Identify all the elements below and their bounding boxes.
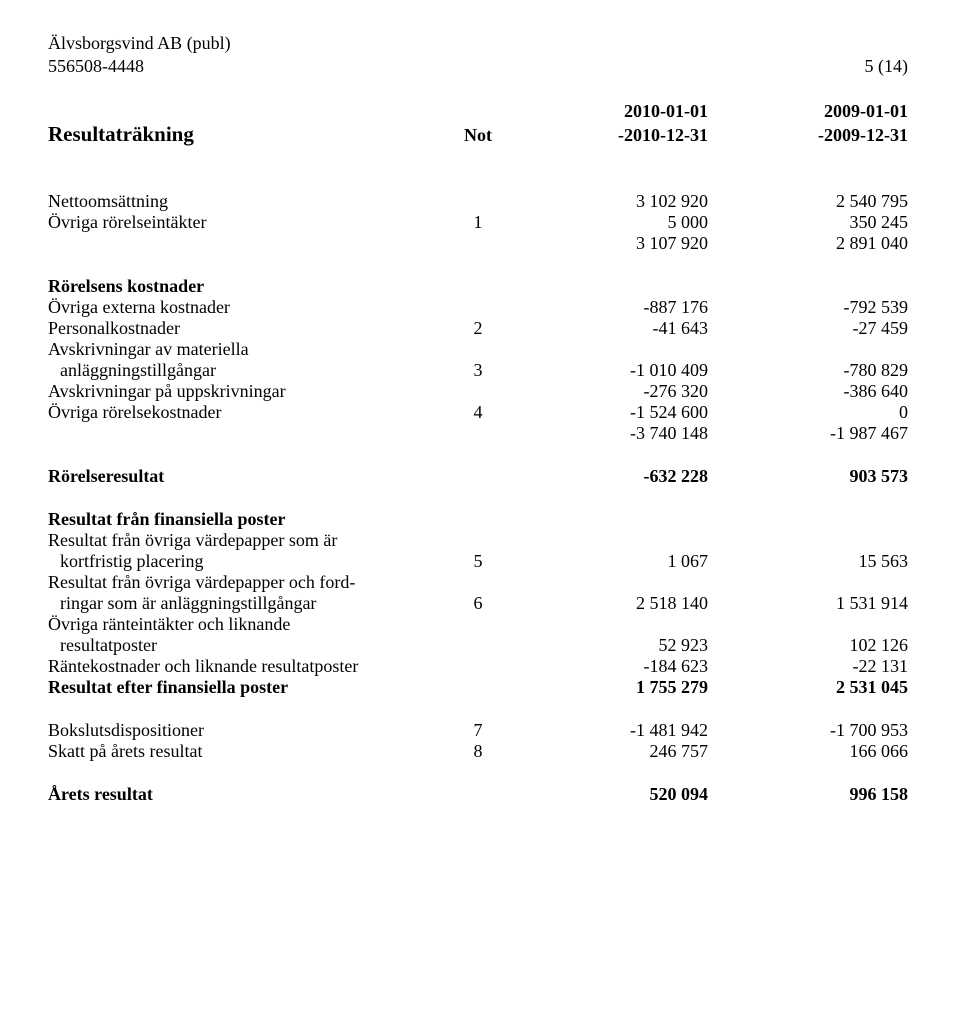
label: Resultat efter finansiella poster bbox=[48, 677, 448, 698]
val-prev: 15 563 bbox=[708, 551, 908, 572]
val-cur: -632 228 bbox=[508, 466, 708, 487]
val-prev: -386 640 bbox=[708, 381, 908, 402]
label: Årets resultat bbox=[48, 784, 448, 805]
val-prev: 2 531 045 bbox=[708, 677, 908, 698]
label: Övriga externa kostnader bbox=[48, 297, 448, 318]
val-prev: 2 891 040 bbox=[708, 233, 908, 254]
val-cur: 520 094 bbox=[508, 784, 708, 805]
label: ringar som är anläggningstillgångar bbox=[48, 593, 448, 614]
val-prev: 2 540 795 bbox=[708, 191, 908, 212]
company-name: Älvsborgsvind AB (publ) bbox=[48, 32, 912, 55]
line-ovriga-rorelseintakter: Övriga rörelseintäkter 1 5 000 350 245 bbox=[48, 212, 912, 233]
note: 5 bbox=[448, 551, 508, 572]
line-avskr-materiella-2: anläggningstillgångar 3 -1 010 409 -780 … bbox=[48, 360, 912, 381]
val-prev: 166 066 bbox=[708, 741, 908, 762]
label: anläggningstillgångar bbox=[48, 360, 448, 381]
line-personalkostnader: Personalkostnader 2 -41 643 -27 459 bbox=[48, 318, 912, 339]
line-ranteintakter-1: Övriga ränteintäkter och liknande bbox=[48, 614, 912, 635]
line-vp-fordringar-1: Resultat från övriga värdepapper och for… bbox=[48, 572, 912, 593]
line-nettoomsattning: Nettoomsättning 3 102 920 2 540 795 bbox=[48, 191, 912, 212]
val-cur: -41 643 bbox=[508, 318, 708, 339]
val-prev: 996 158 bbox=[708, 784, 908, 805]
label: Skatt på årets resultat bbox=[48, 741, 448, 762]
label: Personalkostnader bbox=[48, 318, 448, 339]
label: Nettoomsättning bbox=[48, 191, 448, 212]
note: 1 bbox=[448, 212, 508, 233]
line-avskr-materiella-1: Avskrivningar av materiella bbox=[48, 339, 912, 360]
note: 3 bbox=[448, 360, 508, 381]
line-ovriga-rorelsekostnader: Övriga rörelsekostnader 4 -1 524 600 0 bbox=[48, 402, 912, 423]
line-vp-fordringar-2: ringar som är anläggningstillgångar 6 2 … bbox=[48, 593, 912, 614]
val-prev: -27 459 bbox=[708, 318, 908, 339]
col-period-prev-from: 2009-01-01 bbox=[708, 101, 908, 122]
line-vp-kortfristig-2: kortfristig placering 5 1 067 15 563 bbox=[48, 551, 912, 572]
label: Avskrivningar av materiella bbox=[48, 339, 448, 360]
val-cur: -3 740 148 bbox=[508, 423, 708, 444]
val-prev: 350 245 bbox=[708, 212, 908, 233]
line-externa-kostnader: Övriga externa kostnader -887 176 -792 5… bbox=[48, 297, 912, 318]
val-cur: 52 923 bbox=[508, 635, 708, 656]
val-cur: 3 102 920 bbox=[508, 191, 708, 212]
report-title: Resultaträkning bbox=[48, 122, 448, 147]
label: Övriga rörelsekostnader bbox=[48, 402, 448, 423]
label: Resultat från övriga värdepapper och for… bbox=[48, 572, 448, 593]
col-note-label: Not bbox=[448, 125, 508, 146]
val-cur: -887 176 bbox=[508, 297, 708, 318]
note: 4 bbox=[448, 402, 508, 423]
label: Rörelseresultat bbox=[48, 466, 448, 487]
label: resultatposter bbox=[48, 635, 448, 656]
val-prev: 0 bbox=[708, 402, 908, 423]
val-cur: 246 757 bbox=[508, 741, 708, 762]
val-cur: -1 481 942 bbox=[508, 720, 708, 741]
page-number: 5 (14) bbox=[708, 55, 908, 78]
line-bokslutsdispositioner: Bokslutsdispositioner 7 -1 481 942 -1 70… bbox=[48, 720, 912, 741]
line-skatt: Skatt på årets resultat 8 246 757 166 06… bbox=[48, 741, 912, 762]
val-prev: -792 539 bbox=[708, 297, 908, 318]
val-prev: -22 131 bbox=[708, 656, 908, 677]
line-sum-kostnader: -3 740 148 -1 987 467 bbox=[48, 423, 912, 444]
line-rorelseresultat: Rörelseresultat -632 228 903 573 bbox=[48, 466, 912, 487]
line-rantekostnader: Räntekostnader och liknande resultatpost… bbox=[48, 656, 912, 677]
label: Resultat från övriga värdepapper som är bbox=[48, 530, 448, 551]
val-prev: -780 829 bbox=[708, 360, 908, 381]
line-arets-resultat: Årets resultat 520 094 996 158 bbox=[48, 784, 912, 805]
line-sum-intakter: 3 107 920 2 891 040 bbox=[48, 233, 912, 254]
label: Bokslutsdispositioner bbox=[48, 720, 448, 741]
val-cur: -1 010 409 bbox=[508, 360, 708, 381]
val-cur: -1 524 600 bbox=[508, 402, 708, 423]
col-period-prev-to: -2009-12-31 bbox=[708, 125, 908, 146]
val-cur: 1 755 279 bbox=[508, 677, 708, 698]
line-vp-kortfristig-1: Resultat från övriga värdepapper som är bbox=[48, 530, 912, 551]
val-prev: 1 531 914 bbox=[708, 593, 908, 614]
heading-rorelsens-kostnader: Rörelsens kostnader bbox=[48, 276, 448, 297]
val-cur: 2 518 140 bbox=[508, 593, 708, 614]
note: 7 bbox=[448, 720, 508, 741]
line-avskr-uppskrivningar: Avskrivningar på uppskrivningar -276 320… bbox=[48, 381, 912, 402]
val-cur: -276 320 bbox=[508, 381, 708, 402]
val-cur: 3 107 920 bbox=[508, 233, 708, 254]
label: kortfristig placering bbox=[48, 551, 448, 572]
val-cur: 5 000 bbox=[508, 212, 708, 233]
val-cur: 1 067 bbox=[508, 551, 708, 572]
note: 6 bbox=[448, 593, 508, 614]
label: Avskrivningar på uppskrivningar bbox=[48, 381, 448, 402]
line-ranteintakter-2: resultatposter 52 923 102 126 bbox=[48, 635, 912, 656]
val-cur: -184 623 bbox=[508, 656, 708, 677]
val-prev: -1 987 467 bbox=[708, 423, 908, 444]
org-number: 556508-4448 bbox=[48, 55, 448, 78]
col-period-cur-to: -2010-12-31 bbox=[508, 125, 708, 146]
col-period-cur-from: 2010-01-01 bbox=[508, 101, 708, 122]
label: Övriga rörelseintäkter bbox=[48, 212, 448, 233]
note: 2 bbox=[448, 318, 508, 339]
heading-finansiella-poster: Resultat från finansiella poster bbox=[48, 509, 448, 530]
note: 8 bbox=[448, 741, 508, 762]
val-prev: 102 126 bbox=[708, 635, 908, 656]
line-resultat-efter-fin: Resultat efter finansiella poster 1 755 … bbox=[48, 677, 912, 698]
label: Övriga ränteintäkter och liknande bbox=[48, 614, 448, 635]
label: Räntekostnader och liknande resultatpost… bbox=[48, 656, 448, 677]
val-prev: -1 700 953 bbox=[708, 720, 908, 741]
val-prev: 903 573 bbox=[708, 466, 908, 487]
